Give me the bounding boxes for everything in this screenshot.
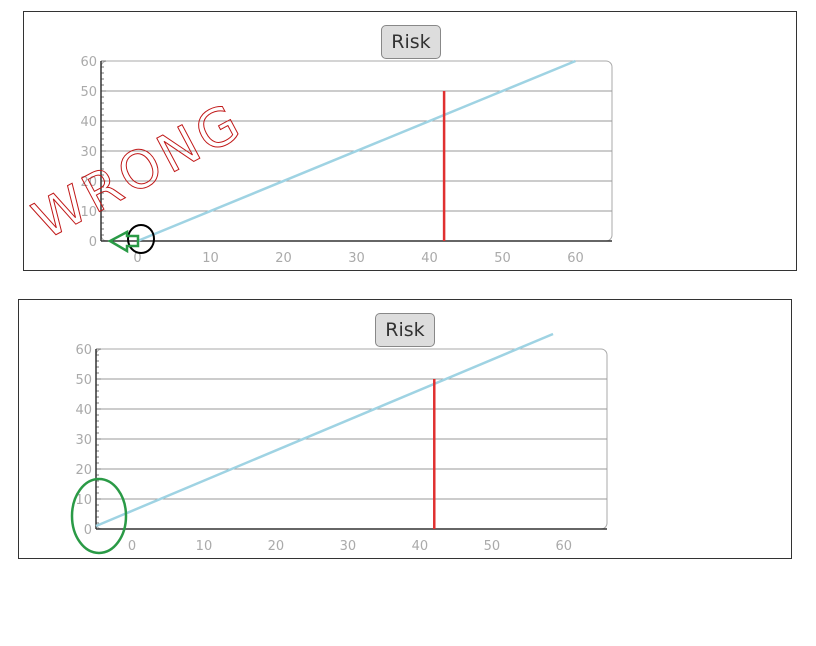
chart-title-button[interactable]: Risk: [381, 25, 441, 59]
x-tick-label: 10: [202, 251, 219, 266]
series-line: [95, 332, 554, 528]
annotation-circle: [127, 224, 155, 254]
y-tick-label: 10: [80, 205, 97, 220]
x-tick-label: 50: [494, 251, 511, 266]
y-tick-label: 30: [75, 433, 92, 448]
y-tick-label: 40: [75, 403, 92, 418]
y-tick-label: 60: [80, 55, 97, 70]
chart-panel-bottom: 0 10 20 30 40 50 60 0 10 20 30 40 50 60 Risk: [18, 299, 792, 559]
y-tick-label: 20: [75, 463, 92, 478]
x-tick-label: 40: [412, 539, 429, 554]
x-tick-label: 30: [340, 539, 357, 554]
y-tick-label: 40: [80, 115, 97, 130]
y-tick-label: 20: [80, 175, 97, 190]
x-tick-label: 50: [484, 539, 501, 554]
y-tick-label: 60: [75, 343, 92, 358]
x-tick-label: 60: [567, 251, 584, 266]
x-tick-label: 10: [196, 539, 213, 554]
annotation-ellipse: [70, 477, 128, 555]
x-tick-label: 0: [133, 251, 141, 266]
chart-title-button[interactable]: Risk: [375, 313, 435, 347]
chart-svg: 0 10 20 30 40 50 60 0 10 20 30 40 50 60: [70, 332, 608, 555]
y-tick-label: 50: [80, 85, 97, 100]
y-tick-label: 50: [75, 373, 92, 388]
y-tick-label: 10: [75, 493, 92, 508]
chart-panel-top: 0 10 20 30 40 50 60 0 10 20 30 40 50 60 WRONG Risk: [23, 11, 797, 271]
y-tick-label: 30: [80, 145, 97, 160]
x-tick-label: 30: [348, 251, 365, 266]
y-tick-label: 0: [84, 523, 92, 538]
x-tick-label: 40: [421, 251, 438, 266]
x-tick-label: 20: [268, 539, 285, 554]
annotation-arrow-icon: [107, 229, 140, 254]
x-tick-label: 20: [275, 251, 292, 266]
y-tick-label: 0: [89, 235, 97, 250]
series-line: [137, 59, 576, 243]
x-tick-label: 60: [556, 539, 573, 554]
x-tick-label: 0: [128, 539, 136, 554]
